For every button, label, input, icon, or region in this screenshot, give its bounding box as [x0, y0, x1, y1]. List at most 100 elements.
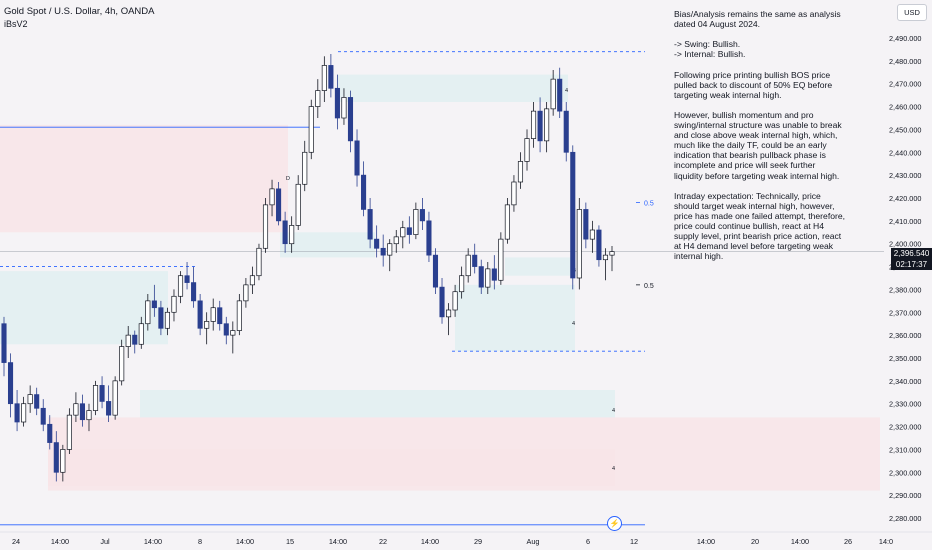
candle-body[interactable]: [602, 254, 609, 261]
candle-body[interactable]: [79, 403, 86, 421]
candle-body[interactable]: [354, 140, 360, 176]
candle-body[interactable]: [550, 78, 556, 110]
indicator-name[interactable]: iBsV2: [4, 19, 28, 29]
candle-body[interactable]: [34, 394, 40, 409]
candle-body[interactable]: [14, 403, 20, 423]
candle-body[interactable]: [485, 268, 491, 288]
candle-body[interactable]: [177, 275, 184, 297]
analysis-note[interactable]: Bias/Analysis remains the same as analys…: [674, 9, 846, 262]
candle-body[interactable]: [374, 238, 380, 249]
candle-body[interactable]: [393, 236, 399, 245]
candle-body[interactable]: [347, 97, 354, 142]
candle-body[interactable]: [191, 282, 197, 302]
candle-body[interactable]: [125, 334, 131, 347]
candle-body[interactable]: [491, 268, 497, 281]
candle-body[interactable]: [367, 209, 373, 240]
candle-body[interactable]: [171, 295, 177, 313]
candle-body[interactable]: [413, 209, 419, 235]
candle-body[interactable]: [243, 284, 249, 302]
candle-body[interactable]: [498, 238, 504, 281]
candle-body[interactable]: [446, 309, 452, 318]
candle-body[interactable]: [223, 323, 229, 336]
candle-body[interactable]: [40, 407, 46, 425]
candle-body[interactable]: [145, 300, 151, 325]
candle-body[interactable]: [439, 286, 445, 318]
candle-body[interactable]: [524, 138, 530, 162]
candle-body[interactable]: [73, 403, 79, 416]
candle-body[interactable]: [563, 110, 569, 153]
candle-body[interactable]: [537, 110, 543, 142]
candle-body[interactable]: [99, 385, 105, 402]
candle-body[interactable]: [249, 275, 255, 286]
candle-body[interactable]: [92, 385, 99, 411]
candle-body[interactable]: [27, 394, 33, 405]
candle-body[interactable]: [426, 220, 432, 256]
candle-body[interactable]: [204, 321, 210, 329]
candle-body[interactable]: [583, 209, 589, 240]
candle-body[interactable]: [7, 362, 14, 405]
candle-body[interactable]: [589, 229, 595, 240]
candle-body[interactable]: [47, 423, 53, 443]
candle-body[interactable]: [609, 251, 615, 256]
candle-body[interactable]: [321, 65, 327, 91]
candle-body[interactable]: [478, 266, 484, 288]
candle-body[interactable]: [419, 209, 425, 222]
candle-body[interactable]: [236, 300, 242, 331]
candle-body[interactable]: [262, 204, 269, 249]
candle-body[interactable]: [282, 220, 288, 245]
candle-body[interactable]: [406, 227, 412, 235]
candle-body[interactable]: [341, 97, 347, 119]
candle-body[interactable]: [576, 209, 582, 279]
candle-body[interactable]: [315, 90, 321, 107]
candle-body[interactable]: [544, 108, 550, 142]
candle-body[interactable]: [106, 401, 112, 416]
candle-body[interactable]: [452, 291, 458, 311]
candle-body[interactable]: [596, 229, 602, 261]
candle-body[interactable]: [132, 334, 138, 345]
candle-body[interactable]: [517, 161, 524, 183]
candle-body[interactable]: [387, 243, 393, 256]
candle-body[interactable]: [295, 183, 301, 226]
candle-body[interactable]: [164, 311, 170, 329]
candle-body[interactable]: [66, 414, 72, 450]
candle-body[interactable]: [361, 174, 367, 210]
candle-body[interactable]: [138, 323, 144, 345]
candle-body[interactable]: [119, 346, 125, 382]
candle-body[interactable]: [184, 275, 190, 283]
candle-body[interactable]: [289, 225, 295, 245]
lightning-icon[interactable]: ⚡: [607, 516, 622, 531]
price-axis[interactable]: [884, 0, 932, 550]
candle-body[interactable]: [465, 254, 471, 277]
candle-body[interactable]: [269, 188, 275, 206]
candle-body[interactable]: [334, 87, 340, 119]
candle-body[interactable]: [53, 442, 59, 473]
candle-body[interactable]: [570, 151, 576, 279]
candle-body[interactable]: [400, 227, 406, 238]
candle-body[interactable]: [302, 151, 308, 185]
candle-body[interactable]: [21, 403, 27, 423]
candle-body[interactable]: [308, 106, 314, 153]
candle-body[interactable]: [530, 110, 537, 139]
candle-body[interactable]: [557, 78, 563, 112]
candle-body[interactable]: [256, 247, 262, 277]
candle-body[interactable]: [472, 254, 478, 267]
candle-body[interactable]: [276, 188, 282, 222]
candle-body[interactable]: [511, 181, 517, 206]
candle-body[interactable]: [217, 307, 223, 325]
candle-body[interactable]: [197, 300, 203, 329]
candle-body[interactable]: [60, 449, 66, 473]
candle-body[interactable]: [380, 247, 386, 256]
currency-button[interactable]: USD: [897, 4, 927, 21]
candle-body[interactable]: [210, 307, 216, 322]
candle-body[interactable]: [459, 275, 465, 293]
candle-body[interactable]: [328, 65, 334, 89]
candle-body[interactable]: [86, 410, 92, 421]
candle-body[interactable]: [230, 330, 236, 336]
candle-body[interactable]: [432, 254, 439, 288]
candle-body[interactable]: [1, 323, 7, 363]
candle-body[interactable]: [112, 380, 118, 416]
candle-body[interactable]: [158, 307, 164, 329]
candle-body[interactable]: [504, 204, 510, 240]
candle-body[interactable]: [151, 300, 157, 309]
